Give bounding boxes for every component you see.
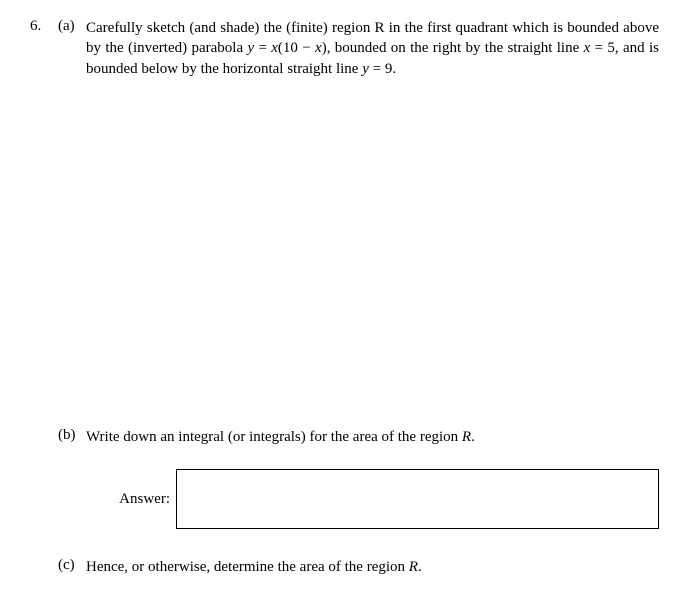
part-a-label: (a) (58, 18, 86, 35)
eq1-rhs1: x (271, 40, 278, 56)
part-a-text: Carefully sketch (and shade) the (finite… (86, 18, 659, 79)
part-b-text-pre: Write down an integral (or integrals) fo… (86, 429, 462, 445)
eq3-eq: = 9. (369, 61, 396, 77)
part-b-label: (b) (58, 427, 86, 444)
part-b-period: . (471, 429, 475, 445)
sketch-area (30, 79, 659, 427)
eq1-rhs-mid: (10 − (278, 40, 315, 56)
part-a-text-mid1: , bounded on the right by the straight l… (327, 40, 584, 56)
part-b-R: R (462, 429, 471, 445)
question-6-a: 6. (a) Carefully sketch (and shade) the … (30, 18, 659, 79)
eq1-rhs2: x (315, 40, 322, 56)
part-b-text: Write down an integral (or integrals) fo… (86, 427, 659, 447)
part-c-text: Hence, or otherwise, determine the area … (86, 557, 659, 577)
eq3-lhs: y (362, 61, 369, 77)
part-c-period: . (418, 559, 422, 575)
answer-row: Answer: (86, 469, 659, 529)
part-c-text-pre: Hence, or otherwise, determine the area … (86, 559, 409, 575)
answer-label: Answer: (86, 491, 176, 508)
part-c-label: (c) (58, 557, 86, 574)
eq1-eq: = (254, 40, 271, 56)
question-number: 6. (30, 18, 58, 35)
part-c-R: R (409, 559, 418, 575)
question-6-c: (c) Hence, or otherwise, determine the a… (58, 557, 659, 577)
exam-page: 6. (a) Carefully sketch (and shade) the … (0, 0, 689, 597)
answer-box[interactable] (176, 469, 659, 529)
question-6-b: (b) Write down an integral (or integrals… (58, 427, 659, 447)
eq2-eq: = 5 (590, 40, 615, 56)
